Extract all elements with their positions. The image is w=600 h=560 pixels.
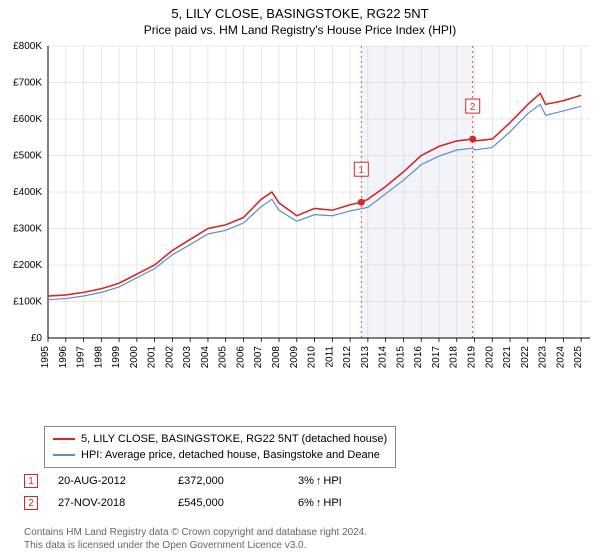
svg-text:1999: 1999 [111,346,122,369]
svg-text:£200K: £200K [13,260,42,271]
svg-text:£700K: £700K [13,78,42,89]
svg-text:1: 1 [359,165,365,176]
svg-text:2010: 2010 [307,346,318,369]
legend-swatch [53,438,75,440]
svg-text:2: 2 [470,102,476,113]
svg-text:2003: 2003 [182,346,193,369]
sales-table: 1 20-AUG-2012 £372,000 3% ↑ HPI 2 27-NOV… [24,470,342,514]
up-arrow-icon: ↑ [316,475,322,487]
svg-text:2023: 2023 [538,346,549,369]
sale-row: 1 20-AUG-2012 £372,000 3% ↑ HPI [24,470,342,492]
legend-item-hpi: HPI: Average price, detached house, Basi… [53,447,387,463]
svg-text:£100K: £100K [13,297,42,308]
legend-swatch [53,454,75,456]
svg-text:2012: 2012 [342,346,353,369]
svg-text:£0: £0 [31,333,43,344]
sale-hpi-delta: 6% ↑ HPI [298,497,342,509]
up-arrow-icon: ↑ [316,497,322,509]
footer-line2: This data is licensed under the Open Gov… [24,539,367,552]
svg-text:2007: 2007 [253,346,264,369]
svg-text:2014: 2014 [378,346,389,369]
svg-text:2008: 2008 [271,346,282,369]
svg-text:2009: 2009 [289,346,300,369]
footer-line1: Contains HM Land Registry data © Crown c… [24,526,367,539]
svg-text:£300K: £300K [13,224,42,235]
svg-text:2011: 2011 [324,346,335,368]
title-block: 5, LILY CLOSE, BASINGSTOKE, RG22 5NT Pri… [0,0,600,37]
svg-text:1998: 1998 [93,346,104,369]
svg-text:2004: 2004 [200,346,211,369]
legend: 5, LILY CLOSE, BASINGSTOKE, RG22 5NT (de… [44,426,396,468]
svg-text:2017: 2017 [431,346,442,369]
chart-title-line2: Price paid vs. HM Land Registry's House … [0,23,600,37]
svg-text:£600K: £600K [13,114,42,125]
svg-text:£800K: £800K [13,41,42,52]
svg-text:2013: 2013 [360,346,371,369]
svg-text:2022: 2022 [520,346,531,369]
sale-hpi-delta: 3% ↑ HPI [298,475,342,487]
svg-text:2025: 2025 [573,346,584,369]
sale-marker-icon: 2 [24,496,38,510]
svg-text:2018: 2018 [449,346,460,369]
svg-text:2006: 2006 [235,346,246,369]
legend-label: HPI: Average price, detached house, Basi… [81,449,380,461]
svg-text:2002: 2002 [164,346,175,369]
svg-text:2019: 2019 [466,346,477,369]
svg-text:2020: 2020 [484,346,495,369]
svg-text:2015: 2015 [395,346,406,369]
legend-label: 5, LILY CLOSE, BASINGSTOKE, RG22 5NT (de… [81,433,387,445]
sale-row: 2 27-NOV-2018 £545,000 6% ↑ HPI [24,492,342,514]
chart-title-line1: 5, LILY CLOSE, BASINGSTOKE, RG22 5NT [0,6,600,21]
chart-container: 5, LILY CLOSE, BASINGSTOKE, RG22 5NT Pri… [0,0,600,560]
svg-text:2005: 2005 [218,346,229,369]
svg-text:2001: 2001 [147,346,158,369]
sale-marker-icon: 1 [24,474,38,488]
line-chart: £0 £100K £200K £300K £400K £500K £600K £700K £80… [0,38,600,398]
sale-date: 27-NOV-2018 [58,497,178,509]
svg-text:2024: 2024 [555,346,566,369]
svg-text:1996: 1996 [58,346,69,369]
svg-text:2016: 2016 [413,346,424,369]
svg-text:1995: 1995 [40,346,51,369]
sale-price: £545,000 [178,497,298,509]
footer-attribution: Contains HM Land Registry data © Crown c… [24,526,367,552]
svg-text:£400K: £400K [13,187,42,198]
legend-item-property: 5, LILY CLOSE, BASINGSTOKE, RG22 5NT (de… [53,431,387,447]
svg-text:2000: 2000 [129,346,140,369]
sale-price: £372,000 [178,475,298,487]
svg-text:2021: 2021 [502,346,513,369]
svg-text:1997: 1997 [76,346,87,369]
svg-text:£500K: £500K [13,151,42,162]
sale-date: 20-AUG-2012 [58,475,178,487]
